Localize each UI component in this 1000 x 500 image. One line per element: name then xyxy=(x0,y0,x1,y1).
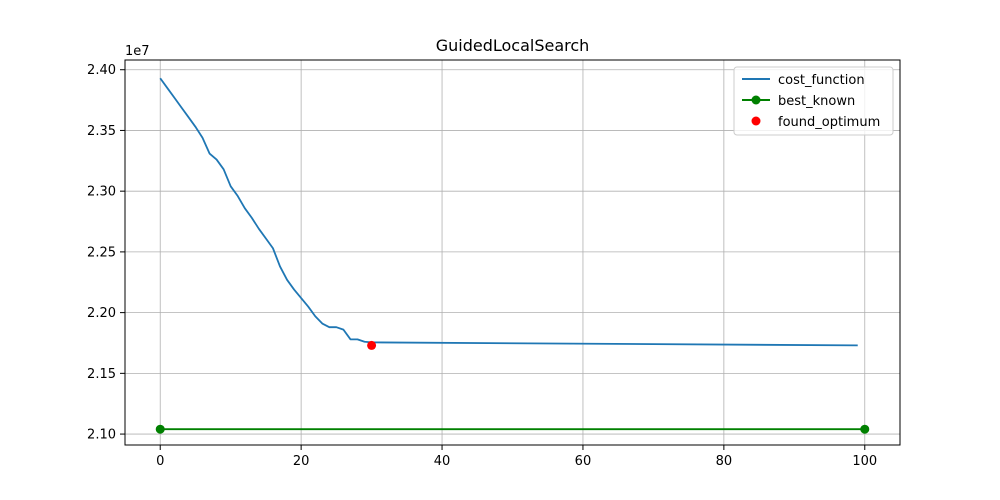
data-point-best-known xyxy=(155,424,165,434)
legend-label-cost-function: cost_function xyxy=(778,73,865,88)
legend-marker-found-optimum xyxy=(751,116,761,126)
x-tick-label: 60 xyxy=(575,454,592,469)
grid-lines xyxy=(125,60,900,445)
legend: cost_function best_known found_optimum xyxy=(733,66,894,136)
legend-marker-best-known xyxy=(751,95,761,105)
x-tick-label: 20 xyxy=(293,454,310,469)
legend-label-found-optimum: found_optimum xyxy=(778,115,880,130)
y-tick-label: 2.30 xyxy=(87,185,116,200)
series-line-cost-function xyxy=(159,77,858,347)
axis-ticks: 0 20 40 60 80 100 2.10 2.15 2.20 2.25 2.30 2.35 2.40 xyxy=(87,63,877,469)
data-point-found-optimum xyxy=(367,340,377,350)
data-point-best-known xyxy=(860,424,870,434)
y-tick-label: 2.20 xyxy=(87,306,116,321)
x-tick-label: 40 xyxy=(434,454,451,469)
y-tick-label: 2.10 xyxy=(87,428,116,443)
plot-frame xyxy=(124,59,901,446)
x-tick-label: 80 xyxy=(716,454,733,469)
y-tick-label: 2.25 xyxy=(87,245,116,260)
y-tick-label: 2.40 xyxy=(87,63,116,78)
chart-title: GuidedLocalSearch xyxy=(436,36,590,55)
series-layer xyxy=(155,77,870,434)
legend-label-best-known: best_known xyxy=(778,94,855,109)
x-tick-label: 0 xyxy=(156,454,164,469)
y-scale-label: 1e7 xyxy=(125,44,150,59)
y-tick-label: 2.15 xyxy=(87,367,116,382)
legend-box xyxy=(733,66,894,136)
x-tick-label: 100 xyxy=(852,454,877,469)
y-tick-label: 2.35 xyxy=(87,124,116,139)
